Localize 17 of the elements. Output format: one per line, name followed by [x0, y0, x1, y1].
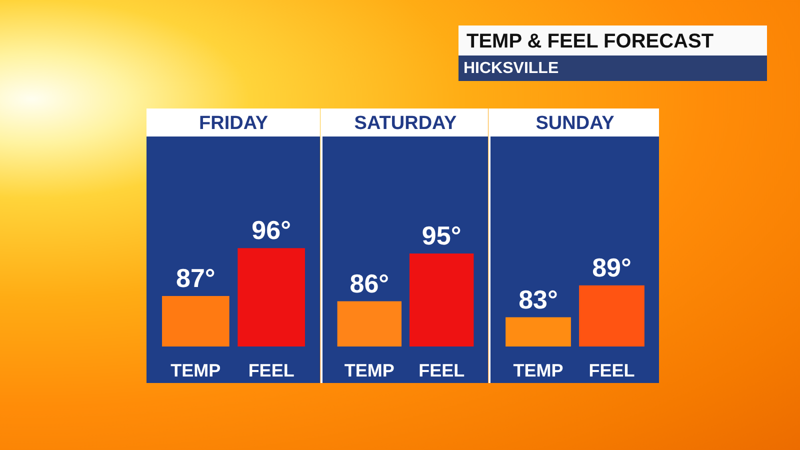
- x-tick-label: TEMP: [170, 360, 221, 380]
- text: TEMP & FEEL FORECAST: [466, 30, 714, 52]
- data-label: 86°: [350, 268, 390, 298]
- x-tick-label: FEEL: [248, 360, 294, 380]
- text: HICKSVILLE: [464, 60, 559, 77]
- x-tick-label: FEEL: [418, 360, 465, 380]
- chart-title: SATURDAY: [354, 113, 458, 134]
- x-tick-label: TEMP: [513, 360, 564, 380]
- chart-title: SUNDAY: [536, 113, 615, 134]
- x-tick-label: FEEL: [588, 360, 635, 380]
- data-label: 95°: [422, 220, 462, 250]
- chart-title: FRIDAY: [199, 113, 268, 134]
- data-label: 83°: [518, 284, 558, 314]
- x-tick-label: TEMP: [344, 360, 394, 380]
- data-label: 87°: [176, 262, 216, 293]
- data-label: 96°: [252, 215, 291, 246]
- data-label: 89°: [592, 252, 632, 282]
